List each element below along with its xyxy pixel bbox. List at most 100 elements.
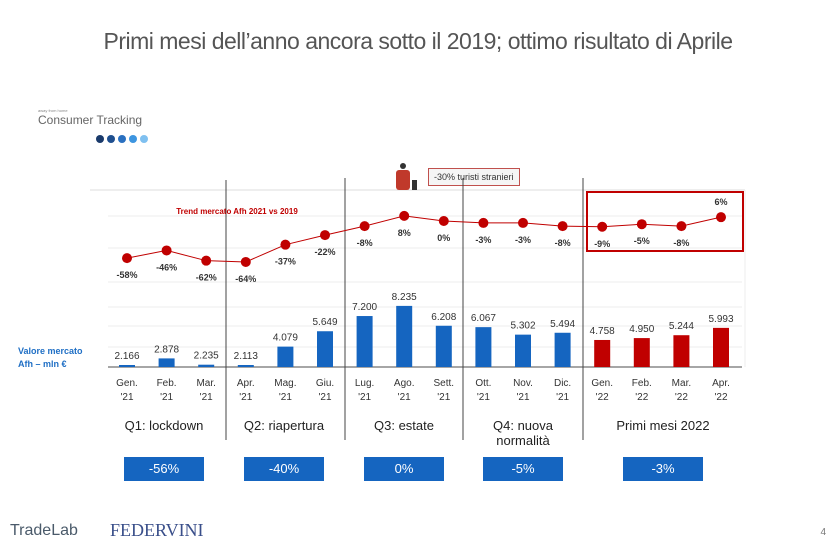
quarter-label: Primi mesi 2022 bbox=[616, 418, 710, 433]
trend-label: 6% bbox=[714, 197, 727, 207]
bar-label: 4.079 bbox=[273, 333, 298, 344]
x-tick-label: '21 bbox=[358, 392, 371, 403]
trend-label: -5% bbox=[634, 236, 650, 246]
logo-dots-icon bbox=[96, 135, 148, 143]
trend-point bbox=[716, 212, 726, 223]
quarter-change-box: -40% bbox=[244, 457, 324, 481]
x-tick-label: '21 bbox=[200, 392, 213, 403]
x-tick-label: '21 bbox=[516, 392, 529, 403]
tourists-icon bbox=[400, 163, 406, 169]
bar bbox=[633, 338, 650, 367]
trend-point bbox=[557, 221, 568, 232]
bar bbox=[198, 364, 215, 367]
trend-label: -22% bbox=[314, 247, 335, 257]
trend-point bbox=[359, 221, 370, 232]
tourists-icon bbox=[396, 170, 410, 190]
x-tick-label: '21 bbox=[160, 392, 173, 403]
x-tick-label: Nov. bbox=[513, 378, 533, 389]
bar bbox=[435, 325, 452, 367]
bar-label: 5.302 bbox=[510, 321, 535, 332]
bar-label: 5.649 bbox=[312, 317, 337, 328]
trend-point bbox=[636, 219, 647, 230]
trend-point bbox=[478, 217, 489, 228]
x-tick-label: Feb. bbox=[157, 378, 177, 389]
quarter-change-box: -5% bbox=[483, 457, 563, 481]
page-number: 4 bbox=[820, 527, 826, 538]
quarter-label: Q2: riapertura bbox=[243, 418, 325, 433]
logo-subtitle: away from home bbox=[38, 108, 68, 113]
quarter-label: Q1: lockdown bbox=[124, 418, 204, 433]
bar-label: 4.950 bbox=[629, 324, 654, 335]
x-tick-label: Apr. bbox=[237, 378, 255, 389]
trend-label: -62% bbox=[196, 273, 217, 283]
trend-label: -46% bbox=[156, 262, 177, 272]
bar bbox=[554, 332, 571, 367]
x-tick-label: '22 bbox=[596, 392, 609, 403]
annotation-box: -30% turisti stranieri bbox=[428, 168, 520, 186]
x-tick-label: Mar. bbox=[196, 378, 215, 389]
tradelab-logo: TradeLab bbox=[10, 522, 78, 539]
bar bbox=[673, 335, 690, 367]
bar bbox=[396, 305, 413, 367]
x-tick-label: Gen. bbox=[116, 378, 138, 389]
bar-label: 2.878 bbox=[154, 344, 179, 355]
highlight-box bbox=[586, 191, 744, 252]
x-tick-label: Mar. bbox=[672, 378, 691, 389]
x-tick-label: Gen. bbox=[591, 378, 613, 389]
trend-point bbox=[399, 210, 410, 221]
x-tick-label: '21 bbox=[477, 392, 490, 403]
trend-point bbox=[280, 239, 291, 250]
x-tick-label: Dic. bbox=[554, 378, 571, 389]
trend-point bbox=[676, 221, 687, 232]
x-tick-label: '21 bbox=[437, 392, 450, 403]
bar bbox=[515, 334, 531, 367]
y-axis-label: Valore mercato Afh – mln € bbox=[18, 346, 83, 369]
quarter-label: Q4: nuova normalità bbox=[493, 418, 553, 448]
bar-label: 8.235 bbox=[392, 292, 417, 303]
trend-point bbox=[320, 230, 330, 241]
bar-label: 2.235 bbox=[194, 351, 219, 362]
x-tick-label: Sett. bbox=[434, 378, 455, 389]
trend-label: -3% bbox=[515, 235, 531, 245]
trend-point bbox=[122, 253, 132, 264]
trend-label: -8% bbox=[673, 238, 689, 248]
x-tick-label: Lug. bbox=[355, 378, 374, 389]
trend-point bbox=[161, 245, 172, 256]
trend-label: -9% bbox=[594, 239, 610, 249]
x-tick-label: '22 bbox=[714, 392, 727, 403]
x-tick-label: '21 bbox=[120, 392, 133, 403]
bar-label: 5.993 bbox=[708, 314, 733, 325]
trend-label: 0% bbox=[437, 233, 450, 243]
trend-point bbox=[201, 255, 212, 266]
bar-label: 7.200 bbox=[352, 302, 377, 313]
trend-label: -8% bbox=[357, 238, 373, 248]
quarter-label: Q3: estate bbox=[374, 418, 434, 433]
trend-label: -37% bbox=[275, 257, 296, 267]
bar bbox=[317, 331, 333, 367]
trend-label: -3% bbox=[475, 235, 491, 245]
trend-label: -8% bbox=[555, 238, 571, 248]
bar bbox=[356, 316, 373, 367]
bar-label: 5.494 bbox=[550, 319, 575, 330]
x-tick-label: '21 bbox=[318, 392, 331, 403]
x-tick-label: '22 bbox=[675, 392, 688, 403]
bar bbox=[119, 365, 135, 367]
federvini-logo: FEDERVINI bbox=[110, 520, 204, 540]
trend-label: 8% bbox=[398, 228, 411, 238]
x-tick-label: '21 bbox=[398, 392, 411, 403]
x-tick-label: '22 bbox=[635, 392, 648, 403]
quarter-change-box: -3% bbox=[623, 457, 703, 481]
trend-point bbox=[240, 256, 251, 267]
bar-label: 6.067 bbox=[471, 313, 496, 324]
suitcase-icon bbox=[412, 180, 417, 190]
slide-title: Primi mesi dell’anno ancora sotto il 201… bbox=[103, 28, 734, 54]
bar bbox=[237, 365, 254, 367]
logo-title: Consumer Tracking bbox=[38, 113, 143, 127]
x-tick-label: Ott. bbox=[475, 378, 491, 389]
quarter-change-box: -56% bbox=[124, 457, 204, 481]
x-tick-label: Apr. bbox=[712, 378, 730, 389]
bar-label: 6.208 bbox=[431, 312, 456, 323]
trend-label: -58% bbox=[116, 270, 137, 280]
